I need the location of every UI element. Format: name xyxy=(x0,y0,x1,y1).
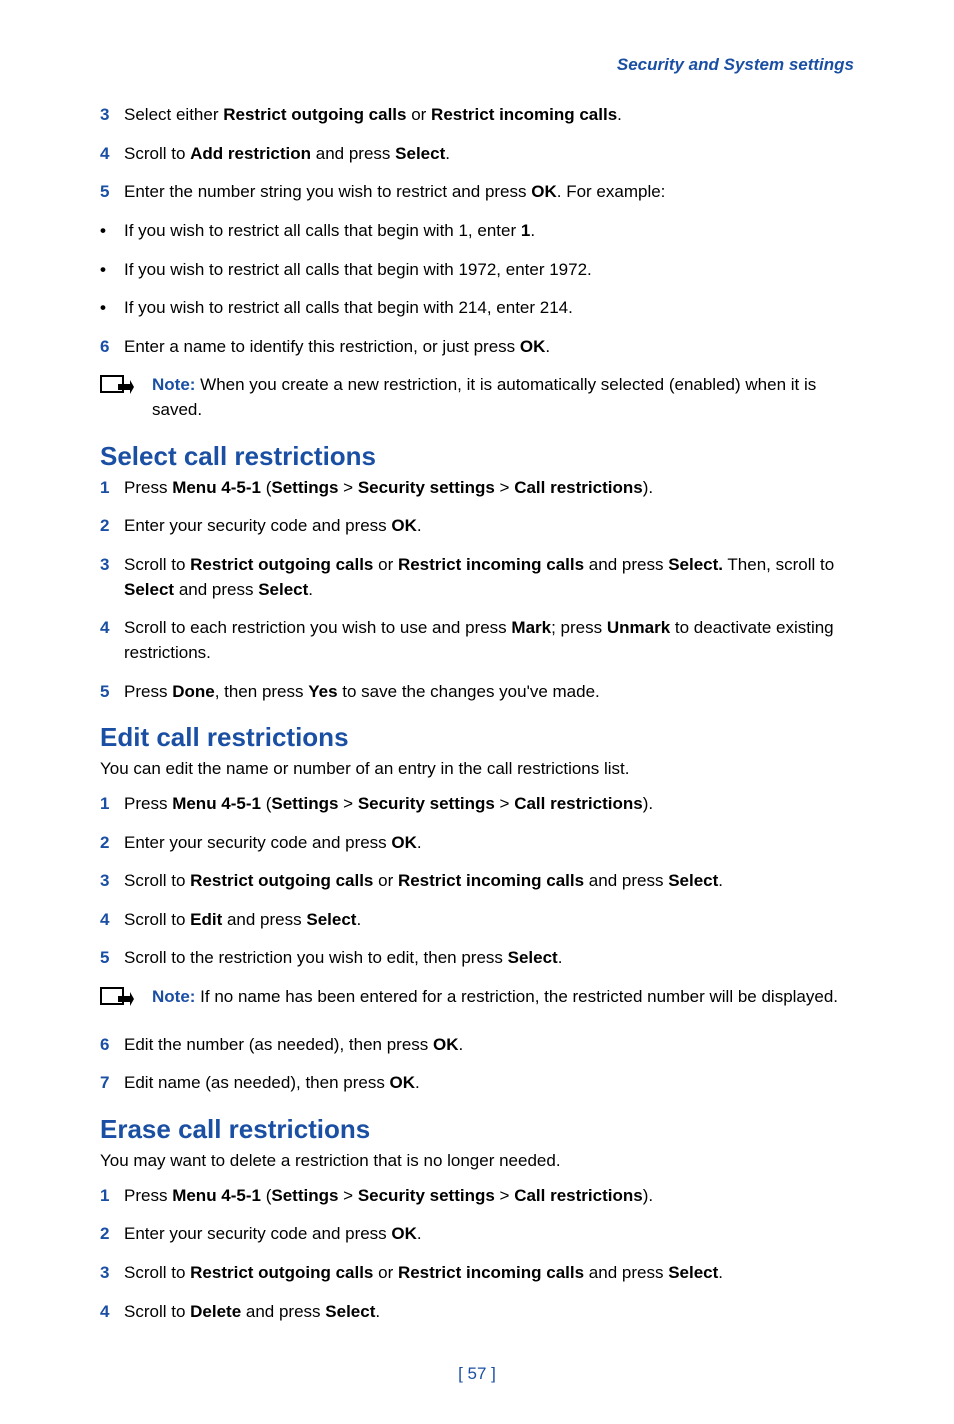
edit-list-b: 6Edit the number (as needed), then press… xyxy=(100,1033,854,1096)
note-text: Note: If no name has been entered for a … xyxy=(152,985,854,1019)
list-item: 2Enter your security code and press OK. xyxy=(100,514,854,539)
item-body: Scroll to Restrict outgoing calls or Res… xyxy=(124,869,854,894)
list-item: 4Scroll to Delete and press Select. xyxy=(100,1300,854,1325)
edit-list-a: 1Press Menu 4-5-1 (Settings > Security s… xyxy=(100,792,854,971)
item-body: Select either Restrict outgoing calls or… xyxy=(124,103,854,128)
list-item: 1Press Menu 4-5-1 (Settings > Security s… xyxy=(100,792,854,817)
note-icon xyxy=(100,373,152,422)
note-label: Note: xyxy=(152,375,195,394)
item-number: 6 xyxy=(100,335,124,360)
item-number: 3 xyxy=(100,869,124,894)
item-number: 3 xyxy=(100,103,124,128)
list-item: 3Scroll to Restrict outgoing calls or Re… xyxy=(100,869,854,894)
item-body: Enter your security code and press OK. xyxy=(124,831,854,856)
item-body: If you wish to restrict all calls that b… xyxy=(124,219,854,244)
note-label: Note: xyxy=(152,987,195,1006)
document-page: Security and System settings 3Select eit… xyxy=(0,0,954,1424)
note-icon xyxy=(100,985,152,1019)
bullet-item: •If you wish to restrict all calls that … xyxy=(100,296,854,321)
bullet-icon: • xyxy=(100,219,124,244)
list-item: 3Scroll to Restrict outgoing calls or Re… xyxy=(100,1261,854,1286)
erase-list: 1Press Menu 4-5-1 (Settings > Security s… xyxy=(100,1184,854,1325)
heading-erase: Erase call restrictions xyxy=(100,1114,854,1145)
item-body: Enter your security code and press OK. xyxy=(124,514,854,539)
item-body: Press Done, then press Yes to save the c… xyxy=(124,680,854,705)
list-item: 6Edit the number (as needed), then press… xyxy=(100,1033,854,1058)
item-body: If you wish to restrict all calls that b… xyxy=(124,258,854,283)
note-content: When you create a new restriction, it is… xyxy=(152,375,816,419)
list-item: 5Press Done, then press Yes to save the … xyxy=(100,680,854,705)
erase-intro: You may want to delete a restriction tha… xyxy=(100,1149,854,1174)
item-body: Press Menu 4-5-1 (Settings > Security se… xyxy=(124,792,854,817)
item-body: Edit name (as needed), then press OK. xyxy=(124,1071,854,1096)
item-body: Press Menu 4-5-1 (Settings > Security se… xyxy=(124,1184,854,1209)
note-text: Note: When you create a new restriction,… xyxy=(152,373,854,422)
list-item: 3Select either Restrict outgoing calls o… xyxy=(100,103,854,128)
edit-intro: You can edit the name or number of an en… xyxy=(100,757,854,782)
item-body: Scroll to Edit and press Select. xyxy=(124,908,854,933)
list-item: 2Enter your security code and press OK. xyxy=(100,1222,854,1247)
item-body: Scroll to each restriction you wish to u… xyxy=(124,616,854,665)
top-continued-list: 3Select either Restrict outgoing calls o… xyxy=(100,103,854,205)
item-body: Scroll to Restrict outgoing calls or Res… xyxy=(124,553,854,602)
item-body: Scroll to Add restriction and press Sele… xyxy=(124,142,854,167)
page-number: [ 57 ] xyxy=(100,1364,854,1384)
item-body: Scroll to Restrict outgoing calls or Res… xyxy=(124,1261,854,1286)
list-item: 5Enter the number string you wish to res… xyxy=(100,180,854,205)
item-number: 1 xyxy=(100,476,124,501)
item-number: 1 xyxy=(100,792,124,817)
list-item: 4Scroll to Edit and press Select. xyxy=(100,908,854,933)
list-item: 1Press Menu 4-5-1 (Settings > Security s… xyxy=(100,476,854,501)
item-number: 2 xyxy=(100,514,124,539)
item-number: 7 xyxy=(100,1071,124,1096)
item-number: 4 xyxy=(100,1300,124,1325)
heading-select: Select call restrictions xyxy=(100,441,854,472)
item-number: 3 xyxy=(100,553,124,602)
select-list: 1Press Menu 4-5-1 (Settings > Security s… xyxy=(100,476,854,704)
item-number: 1 xyxy=(100,1184,124,1209)
item-number: 5 xyxy=(100,946,124,971)
bullet-item: •If you wish to restrict all calls that … xyxy=(100,258,854,283)
item-body: Press Menu 4-5-1 (Settings > Security se… xyxy=(124,476,854,501)
item-body: Scroll to Delete and press Select. xyxy=(124,1300,854,1325)
top-item-6: 6Enter a name to identify this restricti… xyxy=(100,335,854,360)
bullet-item: •If you wish to restrict all calls that … xyxy=(100,219,854,244)
list-item: 4Scroll to each restriction you wish to … xyxy=(100,616,854,665)
note-content: If no name has been entered for a restri… xyxy=(195,987,838,1006)
list-item: 5Scroll to the restriction you wish to e… xyxy=(100,946,854,971)
list-item: 3Scroll to Restrict outgoing calls or Re… xyxy=(100,553,854,602)
top-bullet-list: •If you wish to restrict all calls that … xyxy=(100,219,854,321)
item-number: 4 xyxy=(100,616,124,665)
list-item: 4Scroll to Add restriction and press Sel… xyxy=(100,142,854,167)
running-header: Security and System settings xyxy=(100,55,854,75)
bullet-icon: • xyxy=(100,296,124,321)
item-number: 5 xyxy=(100,180,124,205)
item-body: Scroll to the restriction you wish to ed… xyxy=(124,946,854,971)
item-body: Enter the number string you wish to rest… xyxy=(124,180,854,205)
list-item: 2Enter your security code and press OK. xyxy=(100,831,854,856)
item-body: Enter your security code and press OK. xyxy=(124,1222,854,1247)
item-number: 4 xyxy=(100,908,124,933)
item-number: 3 xyxy=(100,1261,124,1286)
item-number: 2 xyxy=(100,831,124,856)
item-number: 6 xyxy=(100,1033,124,1058)
item-number: 5 xyxy=(100,680,124,705)
note-block-edit: Note: If no name has been entered for a … xyxy=(100,985,854,1019)
note-block: Note: When you create a new restriction,… xyxy=(100,373,854,422)
item-number: 2 xyxy=(100,1222,124,1247)
item-body: Edit the number (as needed), then press … xyxy=(124,1033,854,1058)
heading-edit: Edit call restrictions xyxy=(100,722,854,753)
item-body: Enter a name to identify this restrictio… xyxy=(124,335,854,360)
list-item: 1Press Menu 4-5-1 (Settings > Security s… xyxy=(100,1184,854,1209)
list-item: 7Edit name (as needed), then press OK. xyxy=(100,1071,854,1096)
item-number: 4 xyxy=(100,142,124,167)
list-item: 6Enter a name to identify this restricti… xyxy=(100,335,854,360)
bullet-icon: • xyxy=(100,258,124,283)
item-body: If you wish to restrict all calls that b… xyxy=(124,296,854,321)
